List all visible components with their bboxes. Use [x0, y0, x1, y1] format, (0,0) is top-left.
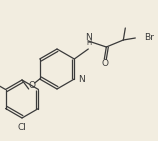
Text: O: O	[102, 60, 109, 69]
Text: N: N	[85, 34, 92, 42]
Text: H: H	[87, 40, 92, 46]
Text: Br: Br	[144, 32, 154, 41]
Text: O: O	[28, 81, 35, 91]
Text: N: N	[78, 74, 85, 83]
Text: Cl: Cl	[18, 123, 26, 132]
